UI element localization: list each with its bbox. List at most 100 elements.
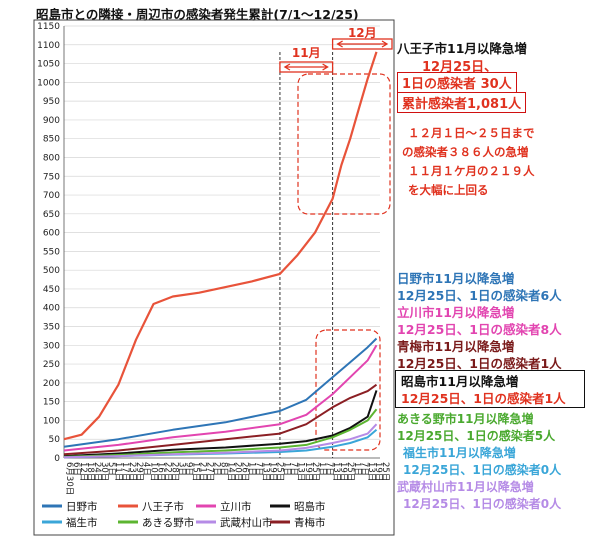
ome-annotation-head: 青梅市11月以降急増 — [397, 339, 515, 354]
x-tick-label: 13日 — [331, 462, 341, 481]
december-span-bracket — [331, 38, 393, 50]
legend-label-ome: 青梅市 — [294, 516, 326, 529]
hachioji-note-2: の感染者３８６人の急増 — [402, 145, 529, 159]
y-tick-label: 1050 — [37, 60, 60, 70]
x-tick-label: 19日 — [303, 462, 313, 481]
y-tick-label: 50 — [49, 435, 61, 445]
december-label: 12月 — [348, 26, 377, 40]
november-span-arrow — [283, 63, 329, 71]
fussa-annotation-body: 12月25日、1日の感染者0人 — [403, 463, 562, 477]
x-tick-label: 11日 — [113, 462, 123, 481]
x-tick-label-group: 21日 — [197, 462, 207, 481]
x-tick-label: 7日 — [324, 462, 334, 476]
x-axis: 6月30日6日12日18日24日30日5日11日17日23日29日4日10日16… — [64, 462, 390, 495]
y-tick-label: 100 — [43, 416, 60, 426]
x-tick-label: 26日 — [240, 462, 250, 481]
x-tick-label-group: 7日 — [289, 462, 299, 476]
november-label: 11月 — [292, 46, 321, 60]
tachikawa-annotation-body: 12月25日、1日の感染者8人 — [397, 322, 562, 337]
series-line-hino — [63, 337, 378, 448]
x-tick-label: 19日 — [268, 462, 278, 481]
x-tick-label-group: 1日 — [352, 462, 362, 476]
x-tick-label: 20日 — [233, 462, 243, 481]
legend-label-fussa: 福生市 — [66, 516, 98, 529]
x-tick-label-group: 20日 — [233, 462, 243, 481]
ome-annotation-body: 12月25日、1日の感染者1人 — [397, 356, 562, 371]
december-span-arrow — [336, 40, 389, 48]
x-tick-label-group: 7日 — [324, 462, 334, 476]
x-tick-label-group: 25日 — [275, 462, 285, 481]
hachioji-annotation-date: 12月25日、 — [422, 60, 498, 75]
series-line-tachikawa — [63, 344, 378, 452]
x-tick-label: 28日 — [169, 462, 179, 481]
legend-label-akishima: 昭島市 — [294, 500, 326, 513]
x-tick-label: 16日 — [155, 462, 165, 481]
akishima-annotation-body: 12月25日、1日の感染者1人 — [401, 391, 566, 406]
x-tick-label: 1日 — [352, 462, 362, 476]
x-tick-label-group: 5日 — [106, 462, 116, 476]
hachioji-annotation-head: 八王子市11月以降急増 — [397, 41, 527, 56]
x-tick-label: 21日 — [197, 462, 207, 481]
plot-frame — [33, 19, 395, 536]
x-tick-label-group: 1日 — [247, 462, 257, 476]
series-line-ome — [63, 383, 378, 456]
x-tick-label: 17日 — [120, 462, 130, 481]
akiruno-annotation-head: あきる野市11月以降急増 — [397, 412, 534, 426]
y-tick-label: 700 — [43, 191, 60, 201]
y-tick-label: 400 — [43, 304, 60, 314]
x-tick-label: 25日 — [380, 462, 390, 481]
x-tick-label: 6月30日 — [64, 462, 74, 495]
fussa-annotation-head: 福生市11月以降急増 — [403, 446, 516, 460]
x-tick-label: 3日 — [176, 462, 186, 476]
legend-label-akiruno: あきる野市 — [142, 516, 194, 529]
x-tick-label-group: 2日 — [211, 462, 221, 476]
x-tick-label: 13日 — [366, 462, 376, 481]
period-markers: 11月 12月 — [279, 26, 393, 458]
akishima-annotation-box — [395, 370, 585, 408]
y-tick-label: 200 — [43, 379, 60, 389]
x-tick-label-group: 6月30日 — [64, 462, 74, 495]
x-tick-label: 7日 — [254, 462, 264, 476]
x-tick-label-group: 1日 — [282, 462, 292, 476]
x-tick-label: 30日 — [99, 462, 109, 481]
x-tick-label-group: 7日 — [254, 462, 264, 476]
x-tick-label-group: 25日 — [310, 462, 320, 481]
series-line-musashimurayama — [63, 423, 378, 459]
x-tick-label-group: 13日 — [331, 462, 341, 481]
x-tick-label-group: 15日 — [190, 462, 200, 481]
x-tick-label-group: 9日 — [183, 462, 193, 476]
x-tick-label-group: 25日 — [380, 462, 390, 481]
x-tick-label: 10日 — [148, 462, 158, 481]
x-tick-label-group: 19日 — [338, 462, 348, 481]
hachioji-annotation-total: 累計感染者1,081人 — [397, 92, 527, 113]
x-tick-label-group: 10日 — [148, 462, 158, 481]
x-tick-label: 1日 — [282, 462, 292, 476]
x-tick-label-group: 12日 — [78, 462, 88, 481]
x-tick-label: 29日 — [134, 462, 144, 481]
hachioji-note-1: １２月１日～２５日まで — [408, 126, 535, 140]
y-axis: 0 50 100 150 200 250 300 350 400 450 500 550 600 650 7… — [37, 22, 380, 464]
x-tick-label: 1日 — [317, 462, 327, 476]
y-tick-label: 450 — [43, 285, 60, 295]
legend-label-tachikawa: 立川市 — [220, 500, 252, 513]
akishima-annotation-head: 昭島市11月以降急増 — [401, 374, 519, 389]
x-tick-label: 18日 — [85, 462, 95, 481]
x-tick-label-group: 28日 — [169, 462, 179, 481]
x-tick-label: 8日 — [218, 462, 228, 476]
x-tick-label-group: 13日 — [261, 462, 271, 481]
x-tick-label: 25日 — [275, 462, 285, 481]
x-tick-label-group: 19日 — [268, 462, 278, 481]
y-tick-label: 800 — [43, 153, 60, 163]
y-tick-label: 350 — [43, 323, 60, 333]
x-tick-label-group: 8日 — [218, 462, 228, 476]
x-tick-label-group: 30日 — [99, 462, 109, 481]
x-tick-label-group: 13日 — [366, 462, 376, 481]
x-tick-label-group: 19日 — [303, 462, 313, 481]
x-tick-label-group: 19日 — [373, 462, 383, 481]
y-tick-label: 1150 — [37, 22, 60, 32]
x-tick-label-group: 23日 — [127, 462, 137, 481]
x-tick-label-group: 3日 — [176, 462, 186, 476]
x-tick-label: 9日 — [183, 462, 193, 476]
